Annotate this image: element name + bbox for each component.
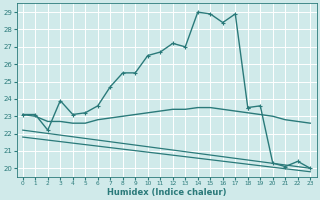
X-axis label: Humidex (Indice chaleur): Humidex (Indice chaleur) [107, 188, 226, 197]
